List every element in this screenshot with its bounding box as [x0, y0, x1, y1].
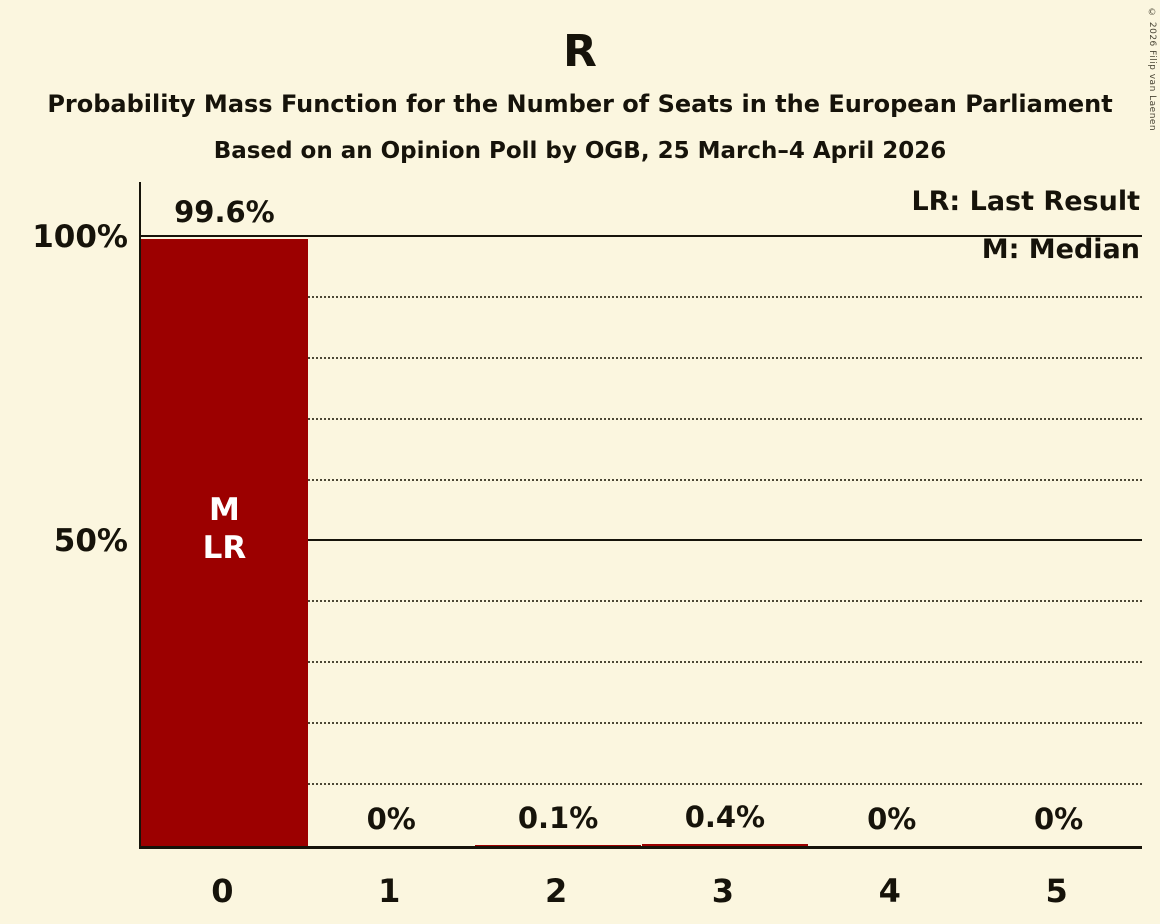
gridline-dotted — [141, 417, 1142, 420]
chart-source-line: Based on an Opinion Poll by OGB, 25 Marc… — [213, 138, 947, 164]
gridline-dotted — [141, 722, 1142, 725]
bar-value-label: 0.4% — [684, 799, 766, 834]
x-axis-tick-label: 5 — [1045, 872, 1068, 910]
gridline-solid — [141, 234, 1142, 237]
x-axis-tick-label: 2 — [544, 872, 568, 910]
gridline-dotted — [141, 783, 1142, 786]
y-axis-tick-label: 100% — [32, 218, 128, 255]
x-axis-tick-label: 1 — [378, 872, 401, 910]
bar — [474, 845, 642, 846]
y-axis-tick-label: 50% — [53, 523, 128, 560]
gridline-solid — [141, 539, 1142, 542]
bar-value-label: 0% — [1033, 802, 1084, 836]
gridline-dotted — [141, 295, 1142, 298]
bar-value-label: 0% — [867, 802, 917, 836]
chart-title: R — [563, 26, 597, 77]
gridline-dotted — [141, 661, 1142, 664]
bar-value-label: 0% — [366, 802, 416, 836]
gridline-dotted — [141, 600, 1142, 603]
bar-value-label: 0.1% — [517, 801, 599, 836]
gridline-dotted — [141, 478, 1142, 481]
bar — [641, 843, 809, 846]
x-axis-tick-label: 0 — [211, 872, 234, 910]
bar — [141, 239, 308, 846]
plot-area: 99.6% 0% 0.1% 0.4% 0% 0% M LR — [139, 182, 1142, 849]
copyright-notice: © 2026 Filip van Laenen — [1147, 8, 1157, 132]
legend-last-result: LR: Last Result — [911, 186, 1140, 217]
bar-annotation: M LR — [202, 491, 247, 566]
gridline-dotted — [141, 356, 1142, 359]
x-axis-tick-label: 3 — [711, 872, 735, 910]
bar-value-label: 99.6% — [174, 195, 275, 230]
x-axis-tick-label: 4 — [878, 872, 901, 910]
legend-median: M: Median — [981, 234, 1140, 265]
chart-subtitle: Probability Mass Function for the Number… — [47, 90, 1113, 118]
